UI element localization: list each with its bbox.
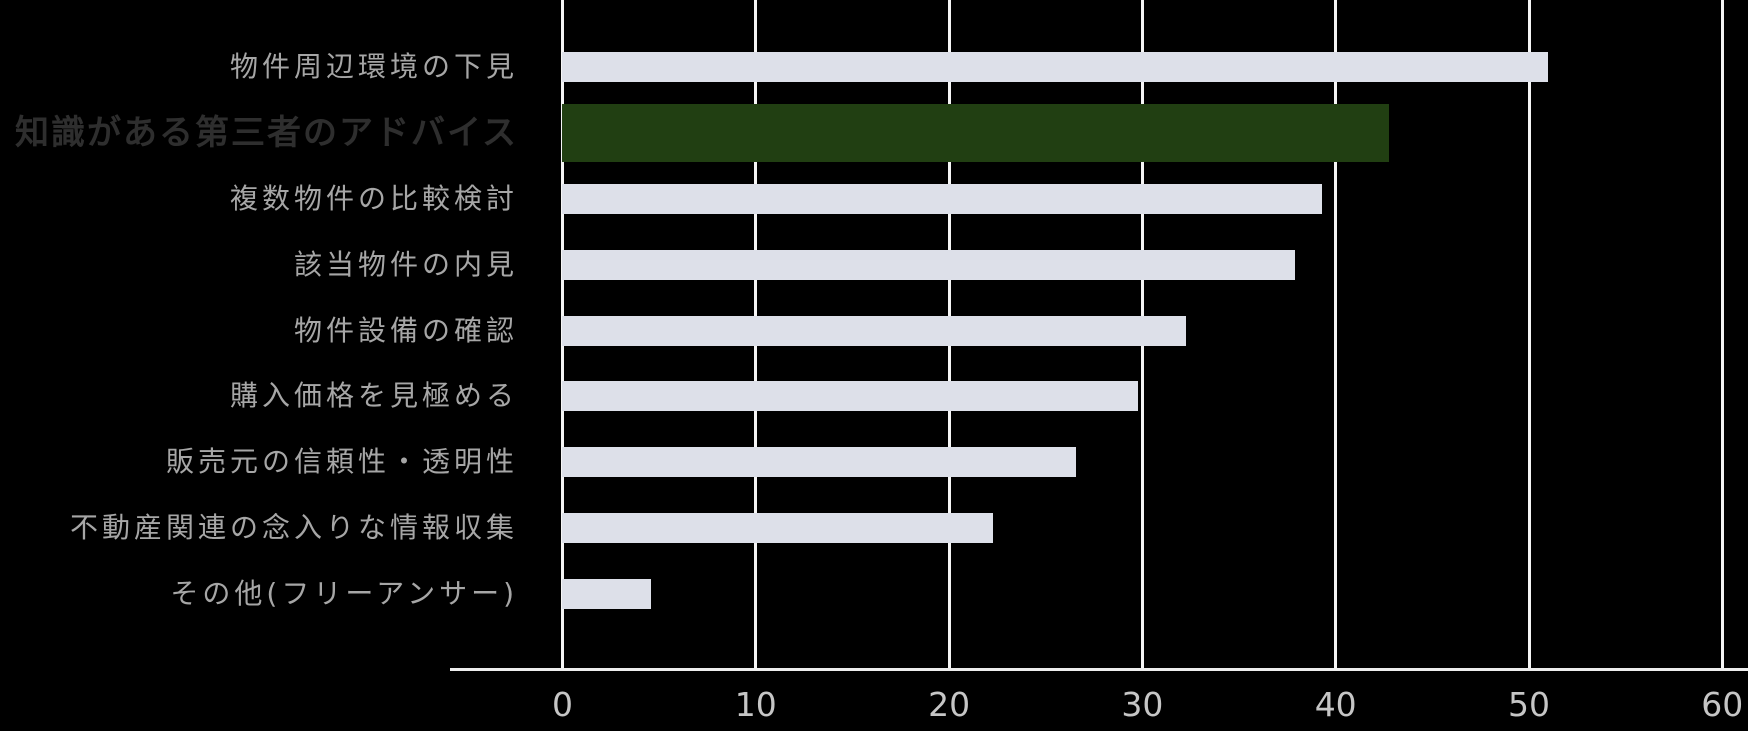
chart-row-2: 複数物件の比較検討 [0, 166, 1748, 232]
x-tick-label-20: 20 [928, 685, 971, 724]
x-axis-line [450, 668, 1748, 671]
category-label: その他(フリーアンサー) [170, 576, 518, 610]
category-label: 物件周辺環境の下見 [229, 50, 518, 84]
bar [562, 447, 1077, 478]
chart-row-7: 不動産関連の念入りな情報収集 [0, 495, 1748, 561]
gridline-x-50 [1527, 0, 1531, 670]
bar [562, 52, 1548, 83]
chart-row-4: 物件設備の確認 [0, 298, 1748, 364]
chart-row-5: 購入価格を見極める [0, 364, 1748, 430]
chart-row-0: 物件周辺環境の下見 [0, 35, 1748, 101]
x-tick-label-40: 40 [1314, 685, 1357, 724]
x-tick-label-0: 0 [552, 685, 573, 724]
category-label-highlighted: 知識がある第三者のアドバイス [15, 113, 518, 154]
gridline-x-40 [1334, 0, 1338, 670]
chart-row-8: その他(フリーアンサー) [0, 561, 1748, 627]
category-label: 物件設備の確認 [293, 313, 518, 347]
x-tick-label-50: 50 [1508, 685, 1550, 724]
x-tick-label-60: 60 [1701, 685, 1744, 724]
x-tick-label-30: 30 [1121, 685, 1164, 724]
category-label: 複数物件の比較検討 [229, 182, 518, 216]
bar [562, 315, 1187, 346]
gridline-x-60 [1720, 0, 1724, 670]
bar [562, 184, 1322, 215]
category-label: 販売元の信頼性・透明性 [165, 445, 518, 479]
chart-row-1: 知識がある第三者のアドバイス [0, 100, 1748, 166]
bar [562, 578, 651, 609]
bar-highlighted [562, 104, 1390, 163]
bar [562, 512, 994, 543]
category-label: 購入価格を見極める [229, 379, 518, 413]
x-tick-label-10: 10 [734, 685, 777, 724]
bar [562, 249, 1295, 280]
category-label: 該当物件の内見 [293, 247, 518, 281]
chart-row-3: 該当物件の内見 [0, 232, 1748, 298]
chart-row-6: 販売元の信頼性・透明性 [0, 429, 1748, 495]
bar [562, 381, 1139, 412]
category-label: 不動産関連の念入りな情報収集 [69, 510, 518, 544]
